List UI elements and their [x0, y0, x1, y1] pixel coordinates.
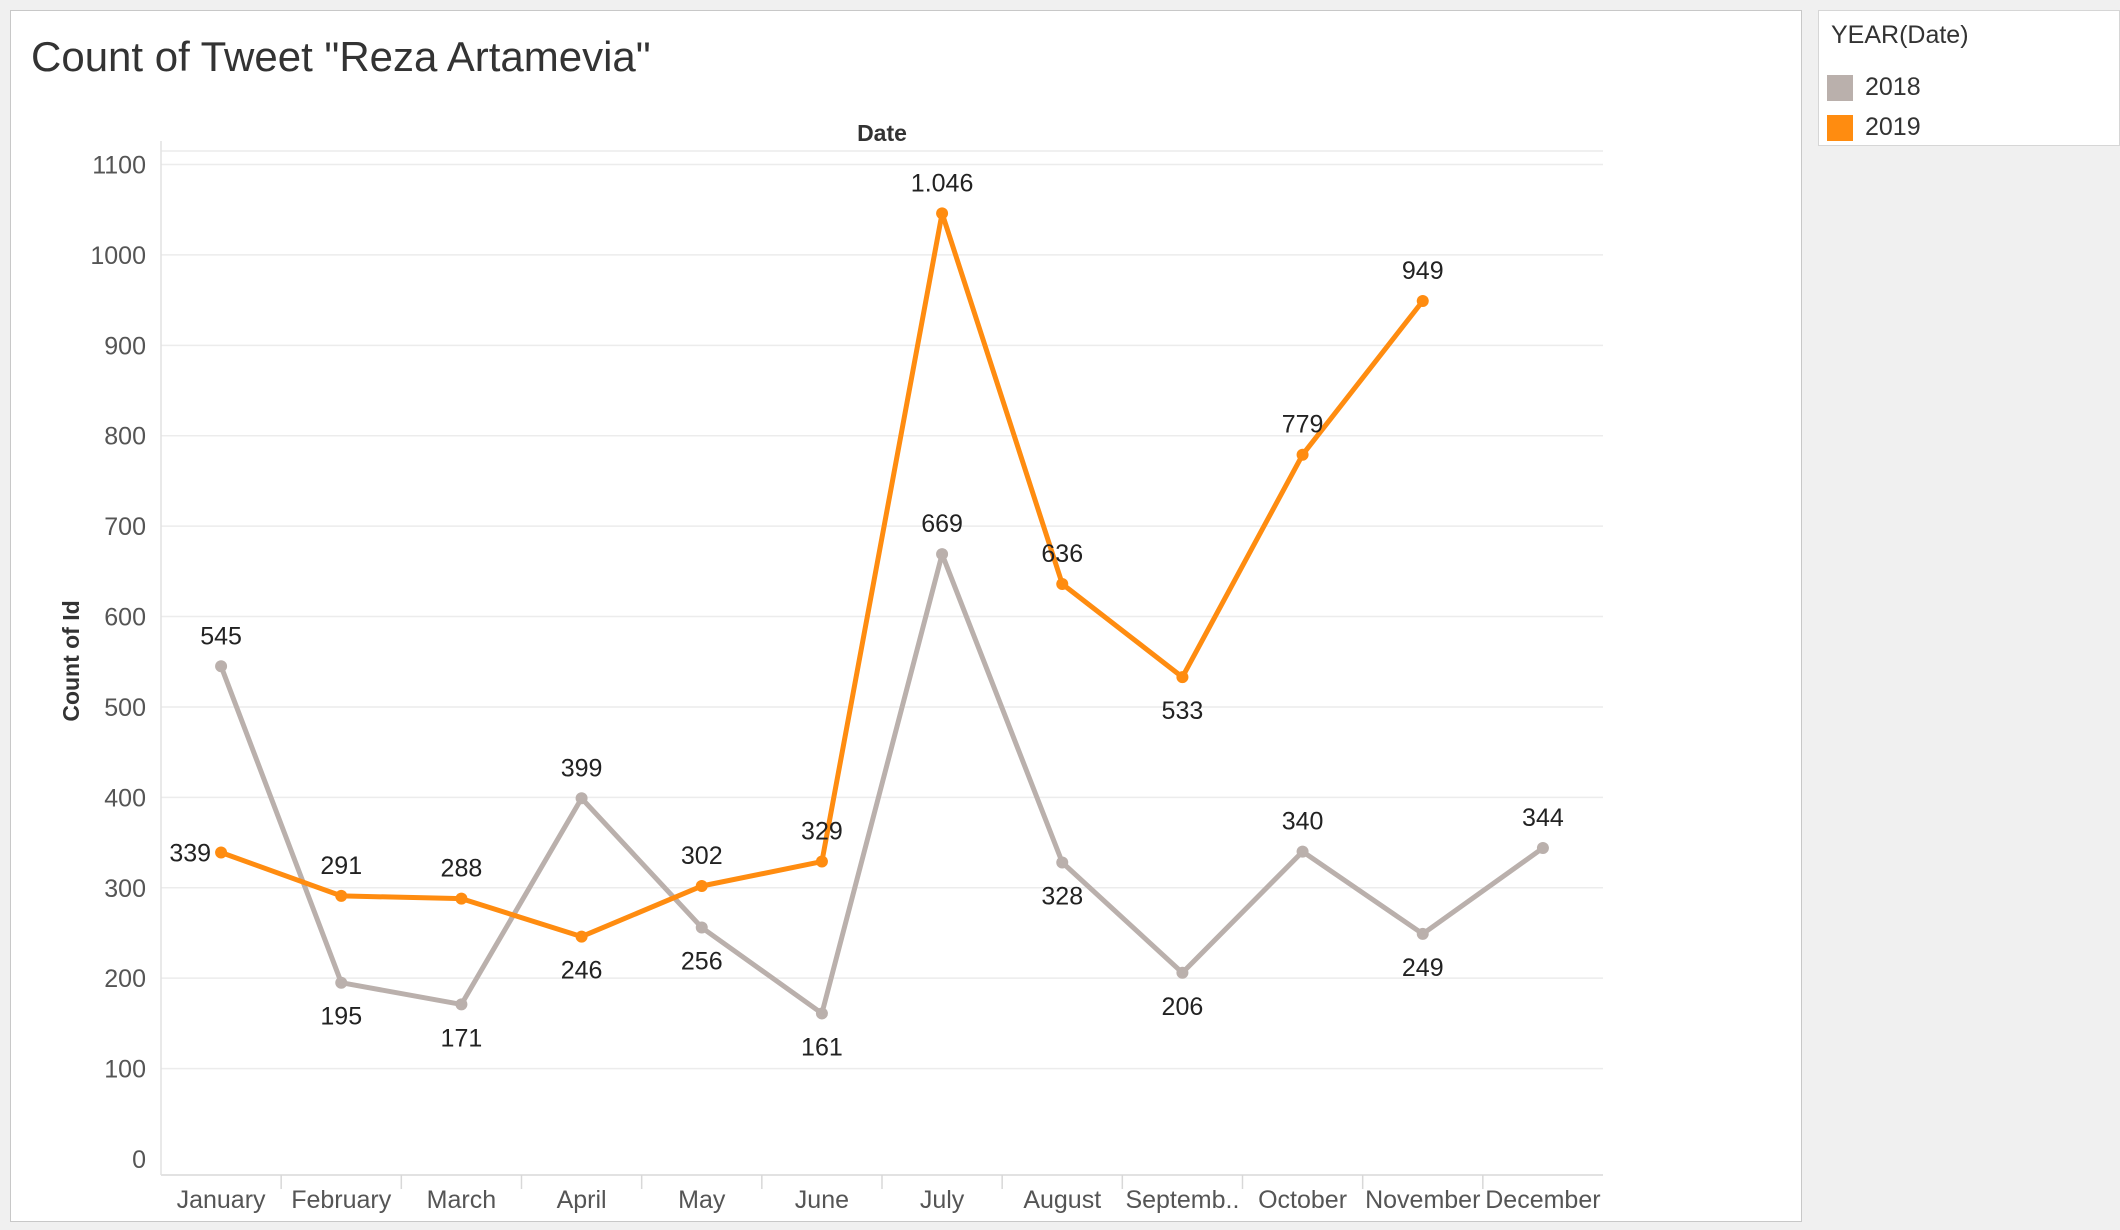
data-point-2018 — [1176, 966, 1189, 979]
x-tick-label: February — [291, 1186, 392, 1214]
data-label-2019: 302 — [681, 842, 723, 870]
data-point-2019 — [575, 930, 588, 943]
y-tick-label: 500 — [104, 694, 146, 722]
series-line-2018 — [218, 551, 1546, 1016]
data-point-2018 — [695, 921, 708, 934]
x-axis-title: Date — [857, 120, 907, 146]
y-tick-label: 1000 — [90, 242, 146, 270]
legend-label-2019: 2019 — [1865, 113, 1921, 141]
data-label-2018: 344 — [1522, 804, 1564, 832]
y-tick-label: 700 — [104, 513, 146, 541]
data-point-2018 — [1056, 856, 1069, 869]
data-point-2018 — [215, 660, 228, 673]
x-tick-label: November — [1365, 1186, 1480, 1214]
y-tick-label: 800 — [104, 423, 146, 451]
data-point-2019 — [1416, 295, 1429, 308]
legend-swatch-2018 — [1827, 75, 1853, 101]
legend-label-2018: 2018 — [1865, 73, 1921, 101]
data-label-2018: 161 — [801, 1033, 843, 1061]
data-point-2018 — [335, 976, 348, 989]
data-point-2018 — [1416, 927, 1429, 940]
y-tick-label: 400 — [104, 784, 146, 812]
data-label-2019: 329 — [801, 818, 843, 846]
data-point-2019 — [335, 889, 348, 902]
y-tick-label: 0 — [132, 1146, 146, 1174]
data-label-2018: 340 — [1282, 808, 1324, 836]
chart-panel: Count of Tweet "Reza Artamevia" 0 100 200 3… — [10, 10, 1802, 1222]
data-label-2018: 171 — [441, 1024, 483, 1052]
data-label-2018: 256 — [681, 948, 723, 976]
legend-title: YEAR(Date) — [1831, 21, 1969, 49]
x-tick-label: December — [1485, 1186, 1600, 1214]
chart-title: Count of Tweet "Reza Artamevia" — [31, 33, 651, 80]
data-label-2019: 949 — [1402, 257, 1444, 285]
data-label-2019: 246 — [561, 957, 603, 985]
data-point-2019 — [1056, 577, 1069, 590]
data-label-2018: 669 — [921, 510, 963, 538]
x-tick-label: January — [177, 1186, 266, 1214]
data-label-2018: 195 — [320, 1003, 362, 1031]
data-label-2019: 636 — [1041, 540, 1083, 568]
x-tick-label: April — [557, 1186, 607, 1214]
x-tick-label: June — [795, 1186, 849, 1214]
data-point-2019 — [215, 846, 228, 859]
data-label-2019: 1.046 — [911, 169, 974, 197]
line-chart: 0 100 200 300 400 500 600 700 800 900 1000 1100 Janu… — [58, 120, 1603, 1214]
data-point-2018 — [1296, 845, 1309, 858]
x-tick-label: May — [678, 1186, 726, 1214]
x-tick-label: October — [1258, 1186, 1347, 1214]
data-point-2019 — [1296, 448, 1309, 461]
data-point-2018 — [455, 998, 468, 1011]
x-tick-label: August — [1023, 1186, 1101, 1214]
data-point-2019 — [455, 892, 468, 905]
y-tick-label: 300 — [104, 875, 146, 903]
data-label-2019: 291 — [320, 852, 362, 880]
y-tick-label: 900 — [104, 332, 146, 360]
y-tick-label: 200 — [104, 965, 146, 993]
data-label-2018: 249 — [1402, 954, 1444, 982]
data-label-2019: 339 — [169, 840, 211, 868]
data-point-2018 — [815, 1007, 828, 1020]
data-label-2019: 533 — [1162, 697, 1204, 725]
y-axis-title: Count of Id — [58, 600, 84, 721]
x-tick-label: July — [920, 1186, 965, 1214]
x-tick-label: March — [427, 1186, 496, 1214]
data-point-2018 — [1536, 841, 1549, 854]
data-label-2018: 206 — [1162, 993, 1204, 1021]
y-tick-label: 600 — [104, 604, 146, 632]
data-label-2018: 399 — [561, 754, 603, 782]
data-label-2019: 288 — [441, 855, 483, 883]
x-tick-label: Septemb.. — [1125, 1186, 1239, 1214]
legend-item-2018[interactable]: 2018 — [1819, 69, 2119, 109]
y-tick-label: 100 — [104, 1056, 146, 1084]
data-point-2019 — [815, 855, 828, 868]
data-label-2018: 545 — [200, 622, 242, 650]
legend-item-2019[interactable]: 2019 — [1819, 109, 2119, 149]
data-point-2019 — [1176, 671, 1189, 684]
data-point-2019 — [695, 879, 708, 892]
data-point-2018 — [936, 548, 949, 561]
data-point-2018 — [575, 792, 588, 805]
data-label-2018: 328 — [1041, 882, 1083, 910]
y-tick-label: 1100 — [92, 152, 146, 180]
legend: YEAR(Date) 2018 2019 — [1818, 10, 2120, 146]
data-label-2019: 779 — [1282, 411, 1324, 439]
data-point-2019 — [936, 207, 949, 220]
legend-swatch-2019 — [1827, 115, 1853, 141]
